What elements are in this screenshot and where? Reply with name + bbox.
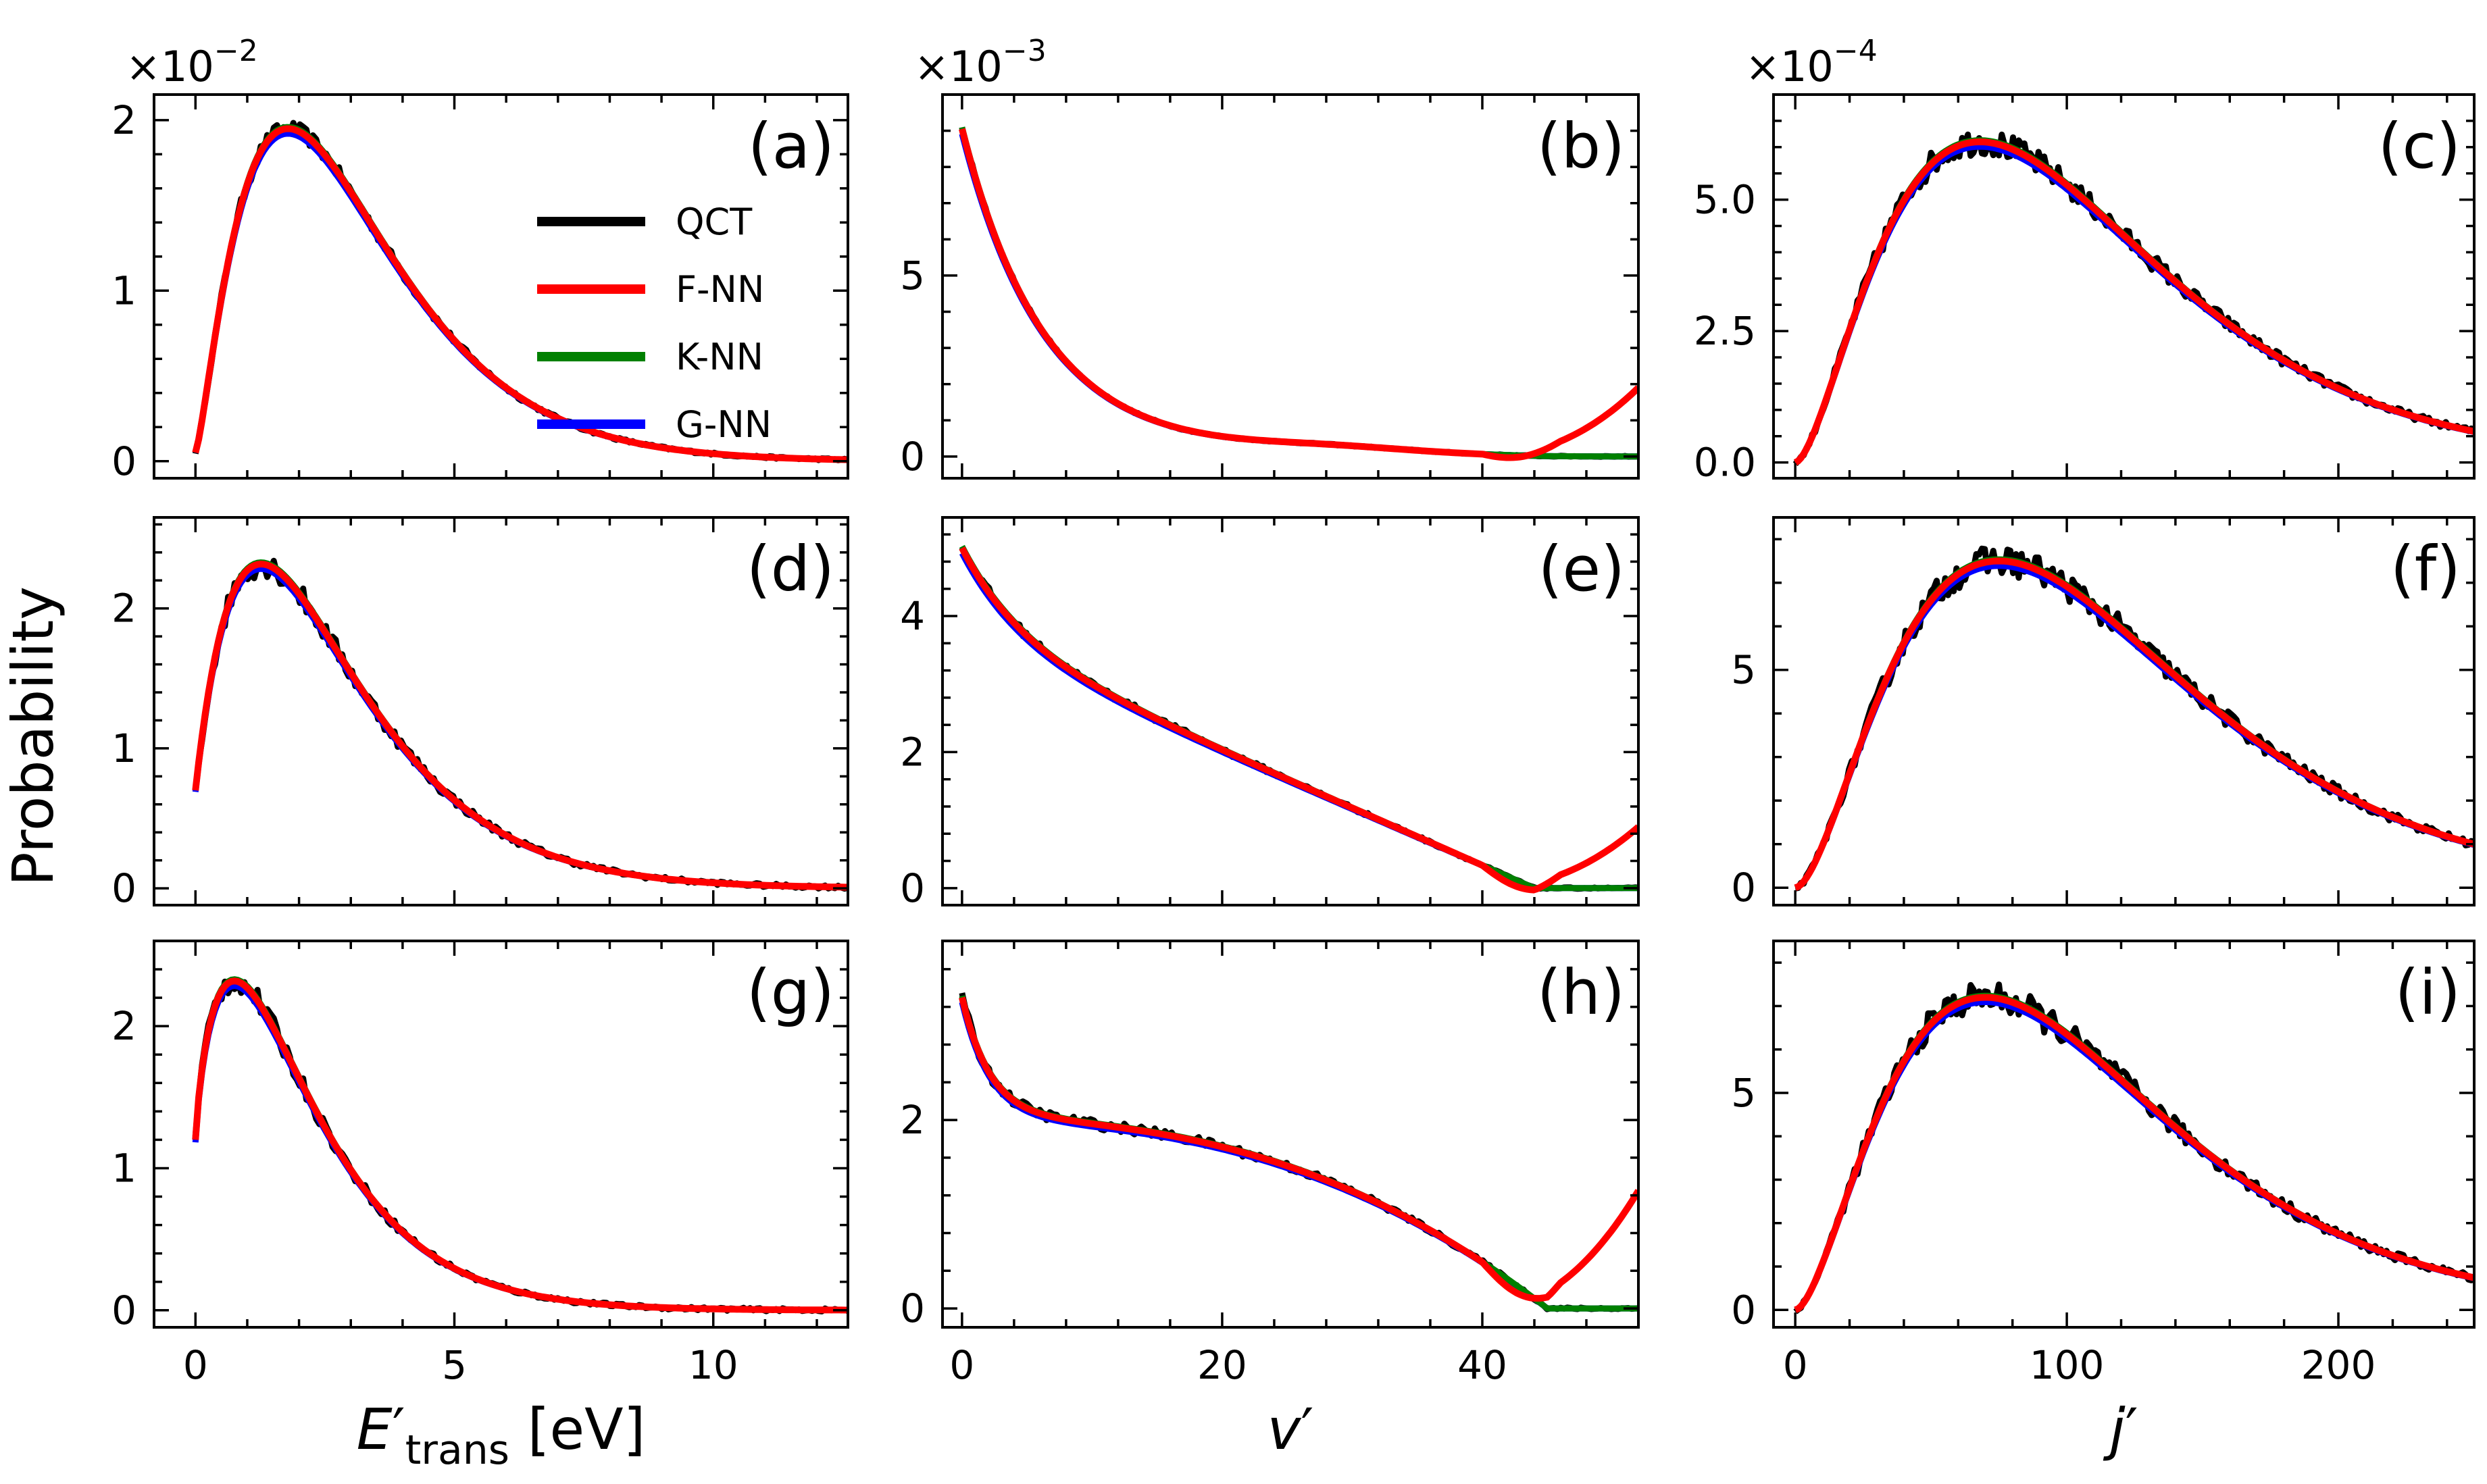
- series-group: [192, 557, 848, 892]
- y-tick-label: 1: [111, 1145, 136, 1191]
- x-tick-label: 0: [1783, 1342, 1808, 1388]
- panel-e: 0 2 4 (e): [900, 516, 1640, 911]
- panel-c: 0.02.55.0(c)×10−4: [1694, 34, 2476, 486]
- legend-label: QCT: [676, 201, 753, 243]
- panel-letter: (e): [1538, 533, 1625, 605]
- x-axis-label: E′trans [eV]: [357, 1396, 646, 1474]
- series-f-nn: [192, 977, 848, 1314]
- y-tick-label: 4: [900, 593, 925, 639]
- series-f-nn: [1793, 138, 2474, 466]
- y-axis-label: Probability: [0, 586, 66, 886]
- series-f-nn: [1794, 557, 2474, 891]
- series-f-nn: [1794, 994, 2474, 1313]
- x-tick-label: 40: [1457, 1342, 1507, 1388]
- series-group: [1793, 981, 2474, 1314]
- y-tick-label: 2: [900, 729, 925, 775]
- series-f-nn: [192, 560, 848, 891]
- y-tick-label: 0: [900, 865, 925, 911]
- panel-frame: [941, 516, 1640, 906]
- panel-letter: (d): [747, 533, 834, 605]
- legend-label: G-NN: [676, 403, 772, 446]
- panel-letter: (i): [2395, 956, 2461, 1029]
- y-tick-label: 0: [111, 438, 136, 484]
- panel-frame: [153, 516, 849, 906]
- x-axis-labels: E′trans [eV] v′ j′: [357, 1396, 2138, 1474]
- panel-frame: [1772, 516, 2476, 906]
- y-tick-label: 5: [1731, 647, 1756, 693]
- y-tick-label: 0: [900, 1285, 925, 1331]
- panel-letter: (h): [1537, 956, 1625, 1029]
- x-tick-label: 20: [1197, 1342, 1247, 1388]
- legend: QCT F-NN K-NN G-NN: [537, 201, 772, 446]
- panel-i: 050 100 200(i): [1731, 940, 2476, 1388]
- x-axis-label: v′: [1267, 1396, 1314, 1462]
- y-tick-label: 1: [111, 267, 136, 313]
- panels-group: 012 (a)×10−2QCTF-NNK-NNG-NN05(b)×10−30.02…: [111, 34, 2476, 1388]
- panel-letter: (a): [748, 110, 834, 182]
- y-tick-label: 2.5: [1694, 308, 1756, 354]
- panel-h: 020 20 40(h): [900, 940, 1640, 1388]
- y-tick-label: 2: [111, 586, 136, 632]
- series-group: [959, 992, 1638, 1312]
- series-f-nn: [959, 128, 1638, 461]
- panel-frame: [153, 940, 849, 1329]
- y-tick-label: 0.0: [1694, 440, 1756, 486]
- x-tick-label: 200: [2301, 1342, 2376, 1388]
- panel-g: 0 1 2 0 5 10 (g): [111, 940, 849, 1388]
- y-tick-label: 0: [111, 865, 136, 911]
- series-group: [1794, 545, 2474, 892]
- x-tick-label: 10: [688, 1342, 738, 1388]
- x-tick-label: 100: [2030, 1342, 2105, 1388]
- panel-letter: (f): [2390, 533, 2461, 605]
- series-group: [1792, 131, 2474, 467]
- y-tick-label: 0: [1731, 865, 1756, 911]
- y-tick-label: 0: [1731, 1287, 1756, 1333]
- panel-frame: [153, 93, 849, 480]
- series-group: [192, 976, 848, 1314]
- series-f-nn: [192, 125, 848, 463]
- legend-label: K-NN: [676, 336, 763, 378]
- y-tick-label: 0: [111, 1287, 136, 1333]
- series-group: [192, 120, 848, 463]
- panel-f: 0 5 (f): [1731, 516, 2476, 911]
- series-f-nn: [959, 546, 1638, 894]
- series-f-nn: [959, 996, 1638, 1302]
- y-tick-label: 5: [1731, 1070, 1756, 1116]
- panel-letter: (g): [747, 956, 834, 1029]
- panel-frame: [941, 940, 1640, 1329]
- x-tick-label: 0: [183, 1342, 208, 1388]
- y-tick-label: 0: [900, 434, 925, 480]
- legend-label: F-NN: [676, 268, 764, 311]
- x-tick-label: 0: [949, 1342, 974, 1388]
- y-tick-label: 1: [111, 725, 136, 771]
- panel-letter: (c): [2378, 110, 2461, 182]
- panel-frame: [1772, 93, 2476, 480]
- panel-d: 0 1 2 (d): [111, 516, 849, 911]
- series-group: [959, 544, 1638, 894]
- y-tick-label: 5: [900, 253, 925, 299]
- panel-letter: (b): [1537, 110, 1625, 182]
- y-tick-label: 2: [111, 1003, 136, 1049]
- y-tick-label: 2: [111, 97, 136, 143]
- x-tick-label: 5: [442, 1342, 467, 1388]
- panel-frame: [941, 93, 1640, 480]
- panel-frame: [1772, 940, 2476, 1329]
- panel-b: 05(b)×10−3: [900, 34, 1640, 480]
- series-group: [959, 126, 1638, 461]
- y-tick-label: 2: [900, 1097, 925, 1143]
- y-tick-label: 5.0: [1694, 177, 1756, 223]
